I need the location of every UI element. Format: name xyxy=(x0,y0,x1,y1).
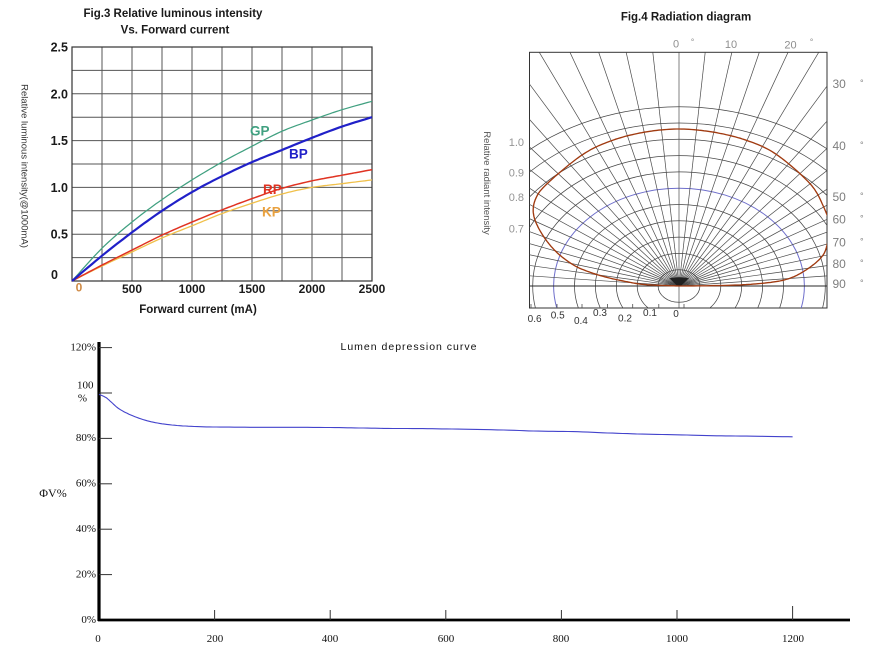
svg-text:0: 0 xyxy=(76,281,83,295)
svg-text:BP: BP xyxy=(289,147,308,162)
svg-text:2.0: 2.0 xyxy=(51,87,68,101)
svg-text:0.6: 0.6 xyxy=(528,314,542,325)
svg-text:°: ° xyxy=(860,140,864,150)
svg-text:80: 80 xyxy=(833,257,847,271)
svg-text:600: 600 xyxy=(438,633,455,645)
svg-text:30: 30 xyxy=(833,77,847,91)
svg-text:1.0: 1.0 xyxy=(509,137,524,149)
svg-text:1.0: 1.0 xyxy=(51,181,68,195)
svg-text:0.1: 0.1 xyxy=(643,308,657,319)
svg-text:GP: GP xyxy=(250,124,270,139)
svg-text:0.5: 0.5 xyxy=(51,228,68,242)
svg-text:Lumen depression curve: Lumen depression curve xyxy=(341,341,478,353)
svg-text:10: 10 xyxy=(725,39,737,51)
svg-text:1200: 1200 xyxy=(782,633,805,645)
svg-text:80%: 80% xyxy=(76,432,96,444)
svg-text:40: 40 xyxy=(833,139,847,153)
svg-text:KP: KP xyxy=(262,205,281,220)
svg-text:1.5: 1.5 xyxy=(51,134,68,148)
svg-text:1000: 1000 xyxy=(179,282,206,296)
svg-text:90: 90 xyxy=(833,277,847,291)
svg-text:Fig.4 Radiation diagram: Fig.4 Radiation diagram xyxy=(621,12,751,24)
svg-text:0: 0 xyxy=(51,268,58,282)
svg-text:0.9: 0.9 xyxy=(509,168,524,180)
svg-text:Forward current (mA): Forward current (mA) xyxy=(139,304,257,316)
svg-text:°: ° xyxy=(810,37,814,47)
svg-text:1000: 1000 xyxy=(666,633,689,645)
svg-text:°: ° xyxy=(691,37,695,47)
svg-text:0: 0 xyxy=(95,633,101,645)
svg-text:200: 200 xyxy=(207,633,224,645)
svg-text:100: 100 xyxy=(77,380,94,392)
svg-text:RP: RP xyxy=(263,182,282,197)
svg-text:0.3: 0.3 xyxy=(593,308,607,319)
svg-text:°: ° xyxy=(860,78,864,88)
svg-text:°: ° xyxy=(860,214,864,224)
svg-text:0.7: 0.7 xyxy=(509,224,524,236)
svg-text:20: 20 xyxy=(784,40,796,52)
svg-text:60: 60 xyxy=(833,213,847,227)
svg-text:°: ° xyxy=(860,237,864,247)
svg-text:%: % xyxy=(78,393,87,405)
svg-text:0: 0 xyxy=(673,309,679,320)
svg-text:Fig.3 Relative luminous intens: Fig.3 Relative luminous intensity xyxy=(84,8,264,20)
svg-text:0.4: 0.4 xyxy=(574,316,588,327)
svg-text:120%: 120% xyxy=(70,341,96,353)
svg-text:2000: 2000 xyxy=(299,282,326,296)
svg-text:60%: 60% xyxy=(76,478,96,490)
svg-text:0: 0 xyxy=(673,39,679,51)
svg-text:2500: 2500 xyxy=(359,282,386,296)
svg-text:0.8: 0.8 xyxy=(509,192,524,204)
svg-text:400: 400 xyxy=(322,633,339,645)
svg-text:0.2: 0.2 xyxy=(618,314,632,325)
svg-text:0.5: 0.5 xyxy=(551,311,565,322)
svg-text:°: ° xyxy=(860,258,864,268)
svg-text:°: ° xyxy=(860,278,864,288)
svg-text:°: ° xyxy=(860,191,864,201)
svg-text:20%: 20% xyxy=(76,568,96,580)
svg-text:2.5: 2.5 xyxy=(51,41,68,55)
svg-text:Relative radiant intensity: Relative radiant intensity xyxy=(481,131,492,235)
svg-text:ΦV%: ΦV% xyxy=(39,486,66,500)
svg-text:70: 70 xyxy=(833,236,847,250)
svg-text:40%: 40% xyxy=(76,523,96,535)
svg-text:800: 800 xyxy=(553,633,570,645)
svg-text:Relative luminous intensity(@1: Relative luminous intensity(@1000mA) xyxy=(19,84,30,248)
svg-text:50: 50 xyxy=(833,190,847,204)
svg-text:1500: 1500 xyxy=(239,282,266,296)
svg-text:0%: 0% xyxy=(81,614,96,626)
svg-text:500: 500 xyxy=(122,282,142,296)
svg-text:Vs. Forward current: Vs. Forward current xyxy=(121,25,230,37)
